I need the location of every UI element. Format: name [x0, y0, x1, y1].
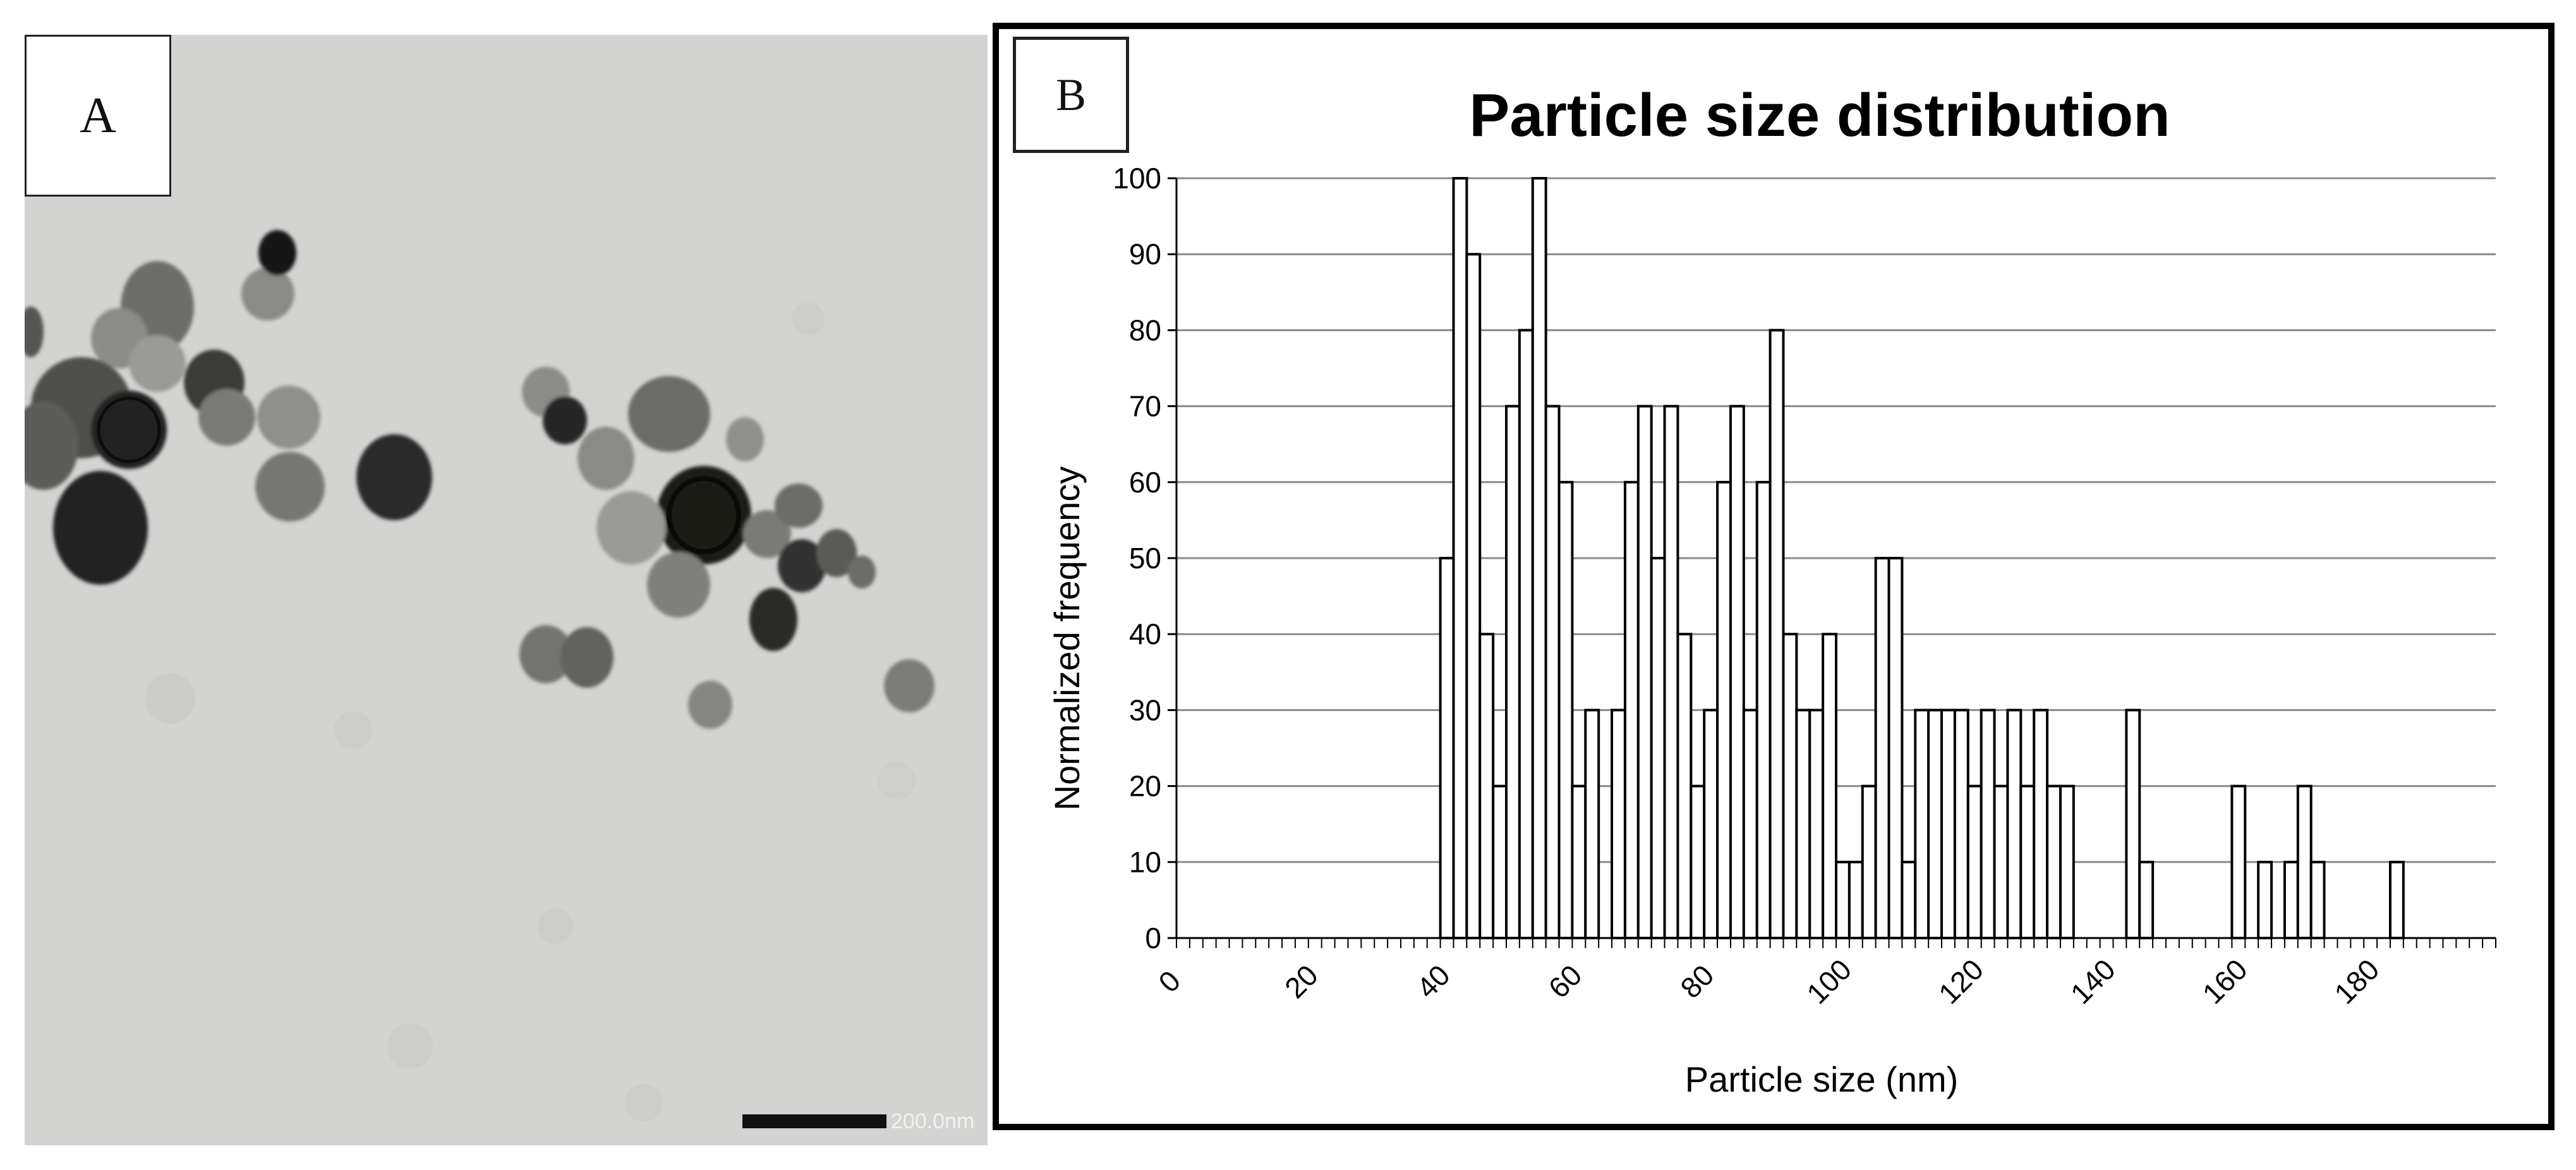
y-tick-label: 50	[1129, 542, 1161, 575]
bar	[1835, 860, 1851, 940]
bar	[1980, 709, 1996, 940]
bar	[2296, 784, 2313, 939]
bar	[2283, 860, 2299, 940]
y-tick-label: 30	[1129, 693, 1161, 726]
bar	[1782, 633, 1798, 939]
bar	[1531, 177, 1547, 939]
bar	[1676, 633, 1693, 939]
x-tick-label: 160	[2196, 953, 2254, 1010]
bar	[2059, 784, 2075, 939]
bar	[1518, 329, 1534, 939]
y-tick-label: 80	[1129, 314, 1161, 346]
bar	[1742, 709, 1758, 940]
bar	[2388, 860, 2405, 940]
scale-bar-label: 200.0nm	[891, 1109, 975, 1133]
bar	[1478, 633, 1495, 939]
bar	[1716, 480, 1732, 939]
bar	[1492, 784, 1508, 939]
x-tick-label: 0	[1152, 964, 1187, 999]
micrograph-image	[25, 230, 934, 1122]
scale-bar	[742, 1114, 886, 1128]
bar	[1452, 177, 1468, 939]
y-tick-label: 40	[1129, 618, 1161, 650]
bar	[2138, 860, 2155, 940]
bar	[1914, 709, 1930, 940]
bar	[1966, 784, 1983, 939]
bar	[1861, 784, 1877, 939]
bar	[2257, 860, 2273, 940]
x-tick-label: 80	[1674, 958, 1720, 1004]
x-tick-label: 60	[1542, 958, 1588, 1004]
bar	[1544, 405, 1561, 939]
bar	[2006, 709, 2023, 940]
bar	[1465, 253, 1482, 940]
bar	[1808, 709, 1825, 940]
bar	[1874, 557, 1890, 939]
bar	[1505, 405, 1521, 939]
bar	[1623, 480, 1640, 939]
x-axis-label: Particle size (nm)	[1685, 1059, 1959, 1099]
x-tick-label: 140	[2064, 953, 2122, 1010]
y-tick-label: 70	[1129, 390, 1161, 423]
bar	[2046, 784, 2062, 939]
panel-b-label: B	[1013, 37, 1129, 153]
bar	[2230, 784, 2247, 939]
bar	[1650, 557, 1666, 939]
bar	[1557, 480, 1574, 939]
y-tick-label: 10	[1129, 846, 1161, 879]
y-tick-labels: 0 10 20 30 40 50 60 70 80 90 100	[1113, 162, 1176, 954]
bar	[2309, 860, 2326, 940]
bar	[1901, 860, 1917, 940]
bar	[1755, 480, 1772, 939]
bar	[1847, 860, 1864, 940]
bar	[1611, 709, 1626, 940]
bar	[1953, 709, 1969, 940]
y-tick-label: 90	[1129, 238, 1161, 271]
bar	[1769, 329, 1785, 939]
chart-title: Particle size distribution	[1469, 82, 2170, 149]
bar	[1571, 784, 1587, 939]
x-tick-label: 180	[2328, 953, 2385, 1010]
bar	[1940, 709, 1956, 940]
bar	[2125, 709, 2141, 940]
y-tick-label: 20	[1129, 770, 1161, 803]
x-tick-label: 120	[1932, 953, 1990, 1010]
bar	[1795, 709, 1811, 940]
bars	[1439, 177, 2405, 940]
x-tick-label: 20	[1278, 958, 1324, 1004]
tem-micrograph	[25, 35, 988, 1145]
x-tick-labels: 0 20 40 60 80 100 120 140 160 180	[1152, 953, 2385, 1010]
y-tick-label: 100	[1113, 162, 1161, 195]
axes	[1175, 178, 2496, 948]
bar	[1690, 784, 1706, 939]
x-tick-label: 100	[1800, 953, 1858, 1010]
panel-a-label: A	[25, 35, 171, 197]
bar	[1439, 557, 1455, 939]
bar	[1729, 405, 1745, 939]
bar	[2019, 784, 2036, 939]
bar	[1663, 405, 1679, 939]
y-tick-label: 60	[1129, 466, 1161, 499]
bar	[1584, 709, 1600, 940]
y-axis-label: Normalized frequency	[1047, 466, 1087, 811]
bar	[1993, 784, 2009, 939]
bar	[1887, 557, 1904, 939]
bar	[1927, 709, 1944, 940]
bar	[1703, 709, 1719, 940]
bar	[1636, 405, 1653, 939]
bar	[2033, 709, 2049, 940]
x-tick-label: 40	[1410, 958, 1456, 1004]
bar	[1822, 633, 1838, 939]
y-tick-label: 0	[1145, 922, 1161, 954]
